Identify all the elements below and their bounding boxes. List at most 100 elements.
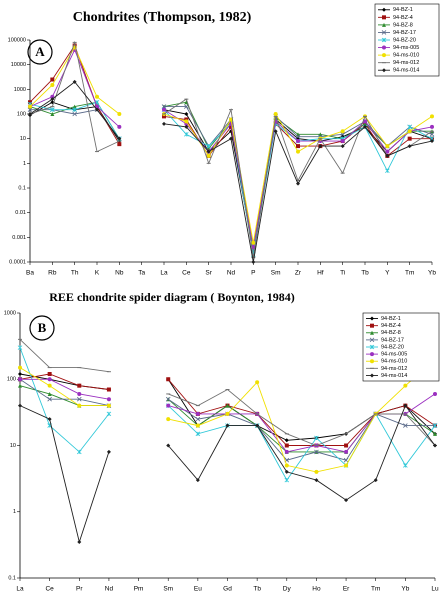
x-tick-label: Nb	[115, 270, 124, 277]
x-tick-label: Pr	[76, 586, 83, 593]
marker	[296, 144, 300, 149]
marker	[206, 153, 211, 158]
x-tick-label: Nd	[105, 586, 114, 593]
x-tick-label: Nd	[227, 270, 236, 277]
marker	[229, 136, 233, 141]
legend-label: 94-BZ-1	[393, 7, 413, 13]
marker	[162, 114, 166, 119]
marker	[251, 245, 256, 250]
x-tick-label: Zr	[295, 270, 302, 277]
y-tick-label: 1	[23, 161, 26, 167]
x-tick-label: Y	[385, 270, 390, 277]
marker	[77, 449, 82, 455]
marker	[106, 397, 111, 402]
y-tick-label: 100000	[8, 37, 26, 43]
marker	[117, 124, 122, 129]
marker	[284, 469, 289, 474]
legend-label: 94-BZ-1	[381, 316, 401, 322]
marker	[28, 104, 32, 109]
series-line	[167, 404, 436, 501]
marker	[385, 153, 390, 158]
series-line	[163, 101, 432, 255]
marker	[430, 139, 434, 144]
marker	[27, 107, 33, 112]
marker	[72, 104, 77, 109]
marker	[385, 149, 390, 154]
marker	[382, 22, 386, 27]
marker	[255, 380, 260, 385]
legend-label: 94-ms-005	[393, 45, 419, 51]
marker	[18, 365, 22, 370]
legend-label: 94-BZ-8	[381, 330, 401, 336]
marker	[407, 129, 412, 134]
series-line	[20, 378, 109, 400]
marker	[184, 104, 189, 109]
x-tick-label: La	[16, 586, 24, 593]
marker	[363, 121, 367, 126]
marker	[195, 416, 201, 422]
marker	[340, 139, 345, 144]
marker	[370, 373, 374, 378]
x-tick-label: Tm	[405, 270, 414, 277]
legend-label: 94-ms-005	[381, 352, 407, 358]
series-line	[163, 109, 433, 248]
marker	[403, 383, 408, 388]
marker	[273, 129, 278, 134]
y-tick-label: 1	[13, 509, 16, 515]
marker	[77, 383, 82, 388]
marker	[382, 53, 386, 58]
marker	[77, 396, 82, 402]
x-tick-label: Eu	[194, 586, 202, 593]
y-tick-label: 0.01	[15, 210, 26, 216]
marker	[72, 111, 77, 117]
marker	[195, 478, 200, 483]
marker	[273, 112, 278, 116]
marker	[117, 142, 122, 147]
marker	[433, 431, 437, 436]
marker	[95, 107, 99, 112]
y-tick-label: 10	[10, 443, 16, 449]
x-tick-label: Ba	[26, 270, 34, 277]
y-tick-label: 0.1	[8, 575, 16, 581]
x-tick-label: Lu	[431, 586, 439, 593]
marker	[47, 391, 52, 396]
marker	[206, 143, 211, 149]
marker	[369, 344, 375, 350]
marker	[77, 539, 82, 544]
marker	[166, 403, 171, 408]
marker	[225, 411, 230, 416]
marker	[17, 345, 23, 350]
marker	[403, 423, 408, 428]
series-line	[19, 339, 109, 373]
series-line	[164, 106, 433, 251]
marker	[47, 372, 52, 377]
marker	[47, 396, 52, 402]
x-tick-label: Rb	[48, 270, 57, 277]
chart-title: Chondrites (Thompson, 1982)	[73, 10, 252, 25]
marker	[284, 443, 289, 448]
x-tick-label: Tm	[371, 586, 380, 593]
marker	[95, 94, 99, 99]
series-line	[167, 398, 436, 453]
marker	[18, 403, 22, 408]
marker	[369, 337, 375, 343]
legend-label: 94-ms-012	[393, 60, 419, 66]
y-tick-label: 100	[17, 111, 26, 117]
x-tick-label: Tb	[361, 270, 369, 277]
x-tick-label: Tb	[253, 586, 261, 593]
legend-label: 94-BZ-20	[381, 344, 404, 350]
x-tick-label: K	[95, 270, 100, 277]
marker	[225, 403, 230, 408]
marker	[363, 124, 367, 129]
legend-label: 94-ms-014	[393, 68, 419, 74]
x-tick-label: Ta	[138, 270, 145, 277]
legend-label: 94-BZ-8	[393, 22, 413, 28]
marker	[229, 124, 233, 129]
marker	[296, 149, 300, 154]
marker	[106, 387, 111, 392]
marker	[430, 114, 434, 119]
marker	[340, 144, 345, 149]
marker	[296, 139, 300, 144]
x-tick-label: La	[160, 270, 168, 277]
